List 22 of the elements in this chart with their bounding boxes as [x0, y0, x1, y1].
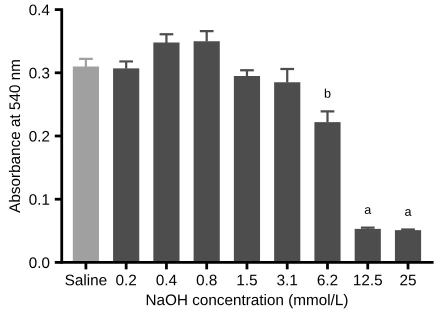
x-tick-label: 0.2 — [116, 274, 136, 286]
bar — [354, 228, 381, 262]
annotation: a — [405, 209, 412, 216]
bar — [234, 76, 260, 262]
y-tick-label: 0.1 — [29, 194, 50, 205]
x-tick-label: 3.1 — [277, 274, 298, 286]
x-axis-title: NaOH concentration (mmol/L) — [146, 294, 348, 308]
x-tick-label: 6.2 — [318, 274, 338, 286]
y-tick-label: 0.4 — [29, 4, 50, 16]
y-tick-label: 0.2 — [29, 130, 50, 142]
annotation: a — [364, 207, 372, 214]
x-tick-label: 0.4 — [156, 274, 177, 286]
x-tick-label: 0.8 — [196, 274, 217, 286]
x-tick-label: 25 — [400, 274, 416, 286]
y-tick-label: 0.3 — [29, 68, 50, 78]
annotation: b — [324, 88, 330, 98]
y-tick-label: 0.0 — [29, 257, 50, 268]
x-tick-label: 12.5 — [354, 274, 382, 286]
x-tick-label: 1.5 — [238, 274, 257, 286]
y-axis-title: Absorbance at 540 nm — [8, 60, 20, 213]
bar — [394, 230, 422, 262]
x-tick-label: Saline — [65, 274, 106, 286]
